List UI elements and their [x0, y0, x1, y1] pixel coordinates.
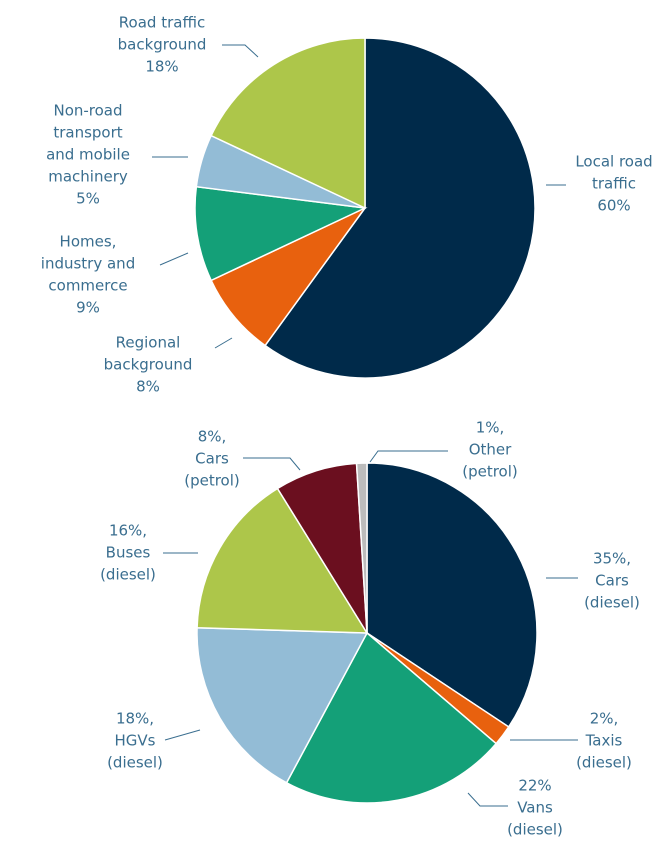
slice-label: and mobile [46, 146, 130, 164]
slice-label: Road traffic [119, 14, 205, 32]
pie-slice [210, 37, 366, 210]
value-label: 60% [597, 197, 630, 215]
value-label: 2%, [590, 710, 619, 728]
slice-label: Homes, [60, 233, 117, 251]
value-label: 16%, [109, 522, 147, 540]
leader-line [164, 729, 201, 741]
slice-label: Vans [517, 799, 553, 817]
leader-line [214, 337, 233, 349]
slice-label: Other [469, 441, 512, 459]
value-label: 5% [76, 190, 100, 208]
slice-label: machinery [48, 168, 128, 186]
pie-slice [194, 185, 368, 282]
slice-label: Buses [106, 544, 151, 562]
value-label: 1%, [476, 419, 505, 437]
slice-label: (diesel) [107, 754, 163, 772]
pie-slice [196, 487, 369, 634]
slice-label: Cars [595, 572, 629, 590]
value-label: 9% [76, 299, 100, 317]
pie-slice [355, 462, 368, 634]
value-label: 8% [136, 378, 160, 396]
slice-label: Non-road [53, 102, 122, 120]
value-label: 18%, [116, 710, 154, 728]
pie-slice [285, 631, 498, 804]
leader-line [222, 44, 259, 58]
slice-label: Taxis [585, 732, 623, 750]
slice-label: traffic [592, 175, 636, 193]
pie-slice [196, 626, 369, 784]
slice-label: Regional [116, 334, 181, 352]
leader-line [467, 792, 508, 807]
slice-label: (diesel) [576, 754, 632, 772]
value-label: 35%, [593, 550, 631, 568]
leader-line [243, 457, 301, 471]
slice-label: transport [53, 124, 122, 142]
slice-label: background [104, 356, 193, 374]
leader-line [159, 252, 189, 266]
value-label: 22% [518, 777, 551, 795]
pie-slice [264, 37, 536, 379]
slice-label: industry and [41, 255, 135, 273]
slice-label: (diesel) [100, 566, 156, 584]
slice-label: Cars [195, 450, 229, 468]
slice-label: (diesel) [507, 821, 563, 839]
slice-label: background [118, 36, 207, 54]
slice-label: Local road [575, 153, 652, 171]
slice-label: commerce [48, 277, 127, 295]
value-label: 18% [145, 58, 178, 76]
slice-label: (diesel) [584, 594, 640, 612]
slice-label: HGVs [115, 732, 156, 750]
slice-label: (petrol) [184, 472, 240, 490]
leader-line [369, 450, 448, 463]
slice-label: (petrol) [462, 463, 518, 481]
value-label: 8%, [198, 428, 227, 446]
